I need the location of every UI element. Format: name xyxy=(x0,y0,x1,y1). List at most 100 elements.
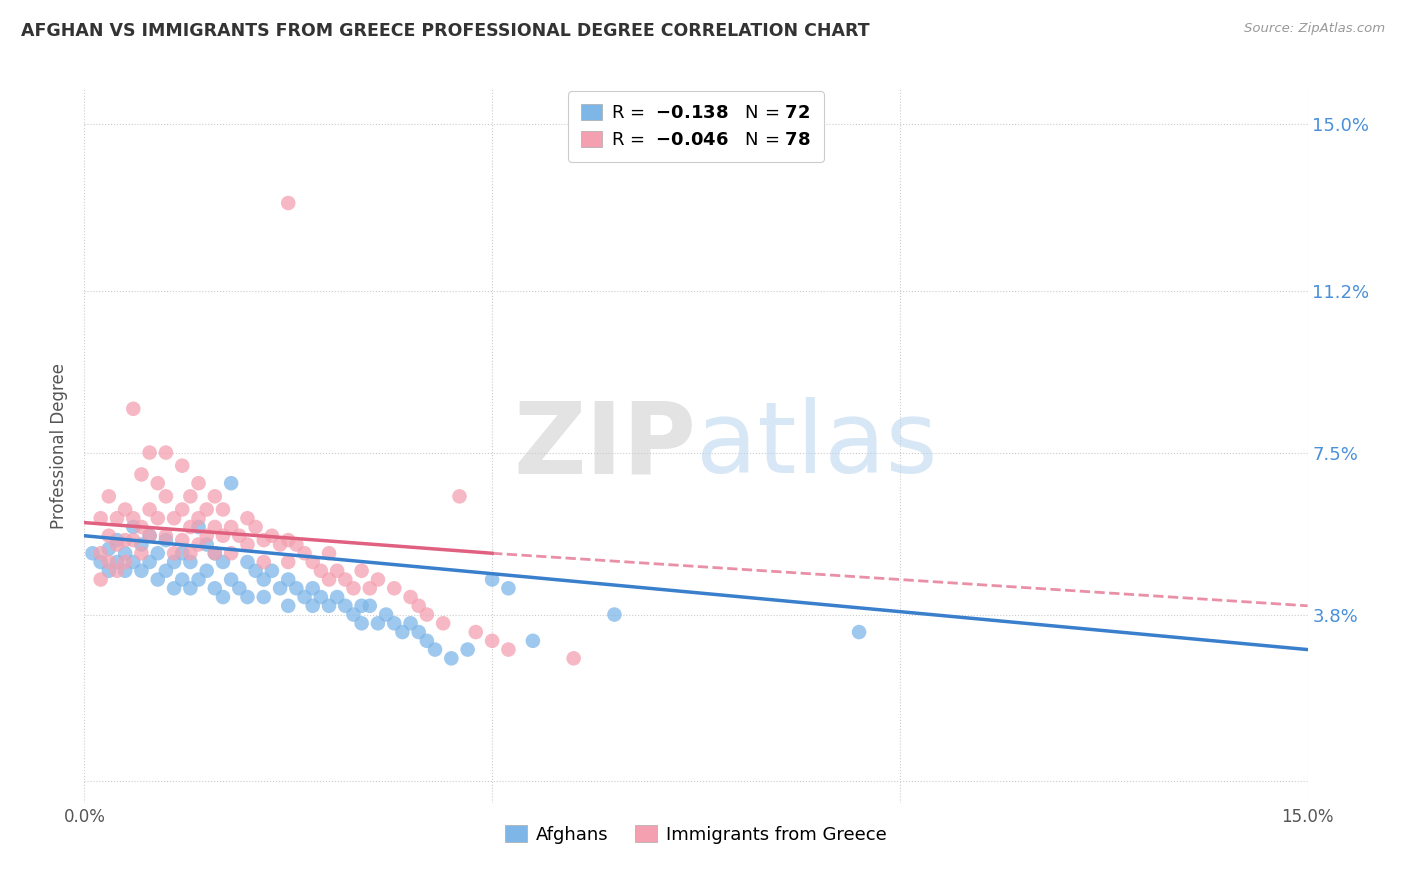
Point xyxy=(260,564,283,578)
Point xyxy=(212,590,235,604)
Point xyxy=(350,616,373,631)
Point xyxy=(179,546,201,560)
Point xyxy=(172,533,194,548)
Point xyxy=(309,564,332,578)
Point xyxy=(382,582,405,596)
Point xyxy=(114,564,136,578)
Point xyxy=(245,520,267,534)
Point xyxy=(131,467,153,482)
Point xyxy=(253,533,276,548)
Point xyxy=(464,625,486,640)
Point xyxy=(97,489,120,503)
Point xyxy=(212,529,235,543)
Point xyxy=(131,520,153,534)
Point xyxy=(481,633,503,648)
Point xyxy=(105,537,128,551)
Point xyxy=(481,573,503,587)
Point xyxy=(277,555,299,569)
Point xyxy=(342,582,364,596)
Point xyxy=(277,599,299,613)
Point xyxy=(155,489,177,503)
Point xyxy=(195,502,218,516)
Point xyxy=(82,546,104,560)
Point xyxy=(326,564,349,578)
Point xyxy=(172,546,194,560)
Point xyxy=(122,533,145,548)
Point xyxy=(350,564,373,578)
Point xyxy=(114,555,136,569)
Point xyxy=(219,520,242,534)
Point xyxy=(179,489,201,503)
Point xyxy=(90,511,112,525)
Text: ZIP: ZIP xyxy=(513,398,696,494)
Point xyxy=(172,573,194,587)
Point xyxy=(219,573,242,587)
Point xyxy=(90,546,112,560)
Point xyxy=(105,564,128,578)
Point xyxy=(219,476,242,491)
Point xyxy=(138,502,160,516)
Point xyxy=(219,546,242,560)
Point xyxy=(236,555,259,569)
Point xyxy=(245,564,267,578)
Point xyxy=(350,599,373,613)
Point xyxy=(416,633,439,648)
Point xyxy=(301,582,323,596)
Point xyxy=(155,533,177,548)
Point xyxy=(155,564,177,578)
Text: atlas: atlas xyxy=(696,398,938,494)
Point xyxy=(277,533,299,548)
Point xyxy=(522,633,544,648)
Point xyxy=(335,599,357,613)
Point xyxy=(204,546,226,560)
Point xyxy=(228,582,250,596)
Point xyxy=(498,582,520,596)
Point xyxy=(342,607,364,622)
Point xyxy=(204,489,226,503)
Point xyxy=(277,196,299,211)
Point xyxy=(228,529,250,543)
Point xyxy=(195,529,218,543)
Point xyxy=(848,625,870,640)
Point xyxy=(294,590,316,604)
Point xyxy=(318,599,340,613)
Text: Source: ZipAtlas.com: Source: ZipAtlas.com xyxy=(1244,22,1385,36)
Point xyxy=(367,616,389,631)
Point xyxy=(253,573,276,587)
Point xyxy=(179,582,201,596)
Point xyxy=(163,582,186,596)
Point xyxy=(359,599,381,613)
Point xyxy=(359,582,381,596)
Point xyxy=(318,573,340,587)
Point xyxy=(260,529,283,543)
Point xyxy=(498,642,520,657)
Point xyxy=(172,458,194,473)
Point xyxy=(253,590,276,604)
Point xyxy=(285,582,308,596)
Point xyxy=(114,546,136,560)
Point xyxy=(187,537,209,551)
Point xyxy=(603,607,626,622)
Point xyxy=(122,511,145,525)
Point xyxy=(97,564,120,578)
Text: AFGHAN VS IMMIGRANTS FROM GREECE PROFESSIONAL DEGREE CORRELATION CHART: AFGHAN VS IMMIGRANTS FROM GREECE PROFESS… xyxy=(21,22,870,40)
Point xyxy=(97,541,120,556)
Point xyxy=(195,564,218,578)
Point xyxy=(155,445,177,459)
Point xyxy=(163,511,186,525)
Point xyxy=(449,489,471,503)
Point xyxy=(204,582,226,596)
Point xyxy=(399,590,422,604)
Point xyxy=(114,533,136,548)
Point xyxy=(155,529,177,543)
Point xyxy=(97,529,120,543)
Point xyxy=(122,555,145,569)
Point xyxy=(179,520,201,534)
Point xyxy=(131,564,153,578)
Point xyxy=(326,590,349,604)
Point xyxy=(277,573,299,587)
Point xyxy=(440,651,463,665)
Point xyxy=(146,511,169,525)
Point xyxy=(212,502,235,516)
Point xyxy=(114,502,136,516)
